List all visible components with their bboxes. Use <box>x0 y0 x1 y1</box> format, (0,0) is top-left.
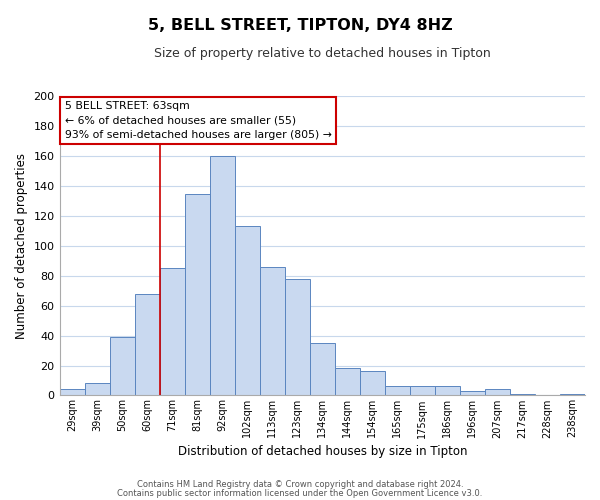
Bar <box>209 156 235 396</box>
Text: Contains public sector information licensed under the Open Government Licence v3: Contains public sector information licen… <box>118 488 482 498</box>
Bar <box>310 343 335 396</box>
Bar <box>260 267 285 396</box>
Bar <box>285 279 310 396</box>
Text: 5, BELL STREET, TIPTON, DY4 8HZ: 5, BELL STREET, TIPTON, DY4 8HZ <box>148 18 452 32</box>
Title: Size of property relative to detached houses in Tipton: Size of property relative to detached ho… <box>154 48 491 60</box>
Bar <box>360 372 385 396</box>
Bar <box>185 194 209 396</box>
Bar <box>510 394 535 396</box>
Bar <box>485 390 510 396</box>
Bar <box>560 394 585 396</box>
Bar <box>385 386 410 396</box>
Bar <box>435 386 460 396</box>
Bar <box>335 368 360 396</box>
Bar <box>160 268 185 396</box>
Bar <box>134 294 160 396</box>
Bar <box>460 391 485 396</box>
Bar <box>85 384 110 396</box>
Text: Contains HM Land Registry data © Crown copyright and database right 2024.: Contains HM Land Registry data © Crown c… <box>137 480 463 489</box>
Bar <box>410 386 435 396</box>
Text: 5 BELL STREET: 63sqm
← 6% of detached houses are smaller (55)
93% of semi-detach: 5 BELL STREET: 63sqm ← 6% of detached ho… <box>65 101 332 140</box>
Bar <box>59 390 85 396</box>
Y-axis label: Number of detached properties: Number of detached properties <box>15 153 28 339</box>
Bar <box>235 226 260 396</box>
X-axis label: Distribution of detached houses by size in Tipton: Distribution of detached houses by size … <box>178 444 467 458</box>
Bar <box>110 337 134 396</box>
